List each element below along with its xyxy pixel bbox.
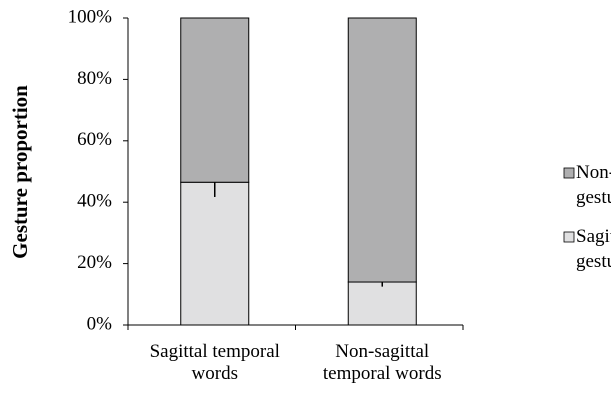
y-tick-label: 60% [77, 129, 112, 150]
legend-label: Non-sagittal gestures [576, 162, 611, 208]
y-tick-label: 20% [77, 252, 112, 273]
x-tick-label: Sagittal temporal words [149, 341, 280, 384]
legend-swatch [563, 167, 575, 179]
x-tick-label: Non-sagittal temporal words [322, 341, 442, 384]
y-tick-label: 40% [77, 191, 112, 212]
bar-segment [180, 181, 250, 326]
bar-segment [347, 17, 417, 283]
bar-segment [347, 281, 417, 326]
y-tick-label: 80% [77, 68, 112, 89]
legend-swatch [563, 231, 575, 243]
y-tick-label: 0% [87, 313, 113, 334]
y-axis-title: Gesture proportion [8, 85, 32, 259]
bar-segment [180, 17, 250, 183]
y-tick-label: 100% [68, 6, 113, 27]
legend-label: Sagittal gestures [576, 226, 611, 272]
